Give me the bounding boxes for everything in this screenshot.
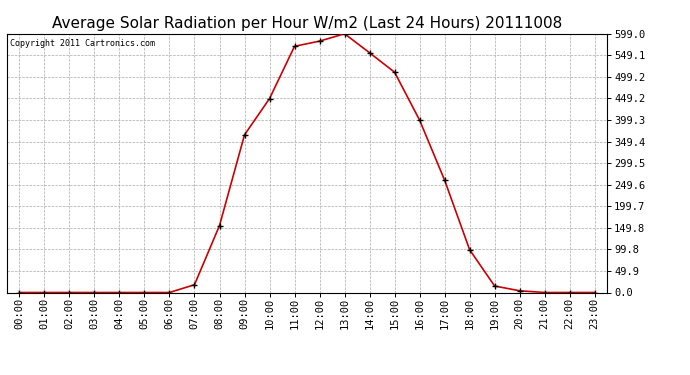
Text: Copyright 2011 Cartronics.com: Copyright 2011 Cartronics.com bbox=[10, 39, 155, 48]
Title: Average Solar Radiation per Hour W/m2 (Last 24 Hours) 20111008: Average Solar Radiation per Hour W/m2 (L… bbox=[52, 16, 562, 31]
